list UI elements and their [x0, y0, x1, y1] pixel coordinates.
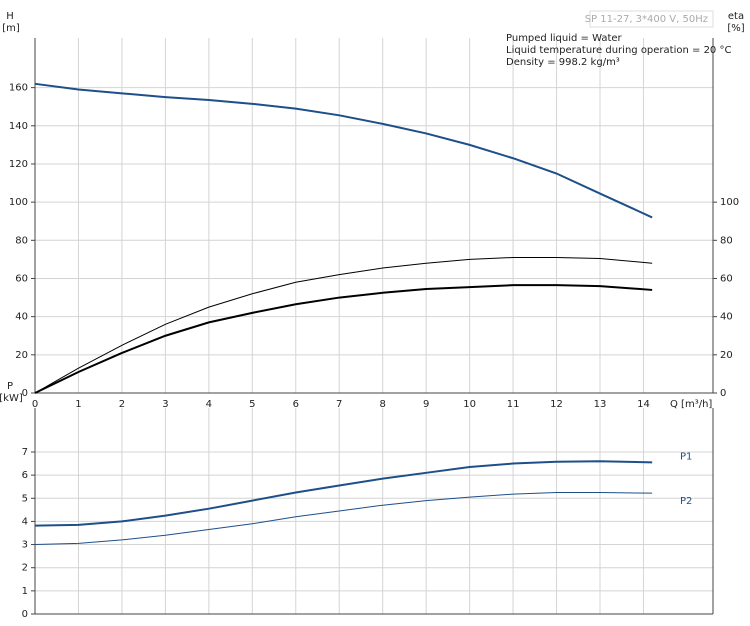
x-tick-label: 0 [32, 399, 38, 410]
y-tick-label: 7 [22, 447, 28, 458]
x-tick-label: 3 [162, 399, 168, 410]
x-tick-label: 12 [550, 399, 563, 410]
annotation: Liquid temperature during operation = 20… [506, 45, 731, 56]
y2-axis-unit: [%] [727, 23, 744, 34]
curve [34, 284, 653, 394]
curve [34, 491, 653, 546]
y-axis-label: H [6, 11, 14, 22]
y-tick-label: 0 [22, 609, 28, 620]
x-tick-label: 8 [380, 399, 386, 410]
y-tick-label: 100 [9, 197, 28, 208]
curve [34, 460, 653, 527]
x-tick-label: 14 [637, 399, 650, 410]
y-tick-label: 20 [15, 350, 28, 361]
y2-axis-label: eta [728, 11, 744, 22]
curve [34, 256, 653, 394]
y2-tick-label: 80 [720, 235, 733, 246]
x-axis-label: Q [m³/h] [670, 399, 712, 410]
title-box [589, 10, 714, 28]
annotation: Density = 998.2 kg/m³ [506, 57, 620, 68]
y2-tick-label: 20 [720, 350, 733, 361]
x-tick-label: 13 [594, 399, 607, 410]
y-axis-label: P [7, 381, 13, 392]
x-tick-label: 4 [206, 399, 212, 410]
y2-tick-label: 0 [720, 388, 726, 399]
y-tick-label: 0 [22, 388, 28, 399]
y-tick-label: 80 [15, 235, 28, 246]
series-label: P1 [680, 451, 692, 462]
y2-tick-label: 100 [720, 197, 739, 208]
y-tick-label: 60 [15, 273, 28, 284]
y2-tick-label: 40 [720, 312, 733, 323]
x-tick-label: 6 [293, 399, 299, 410]
y-tick-label: 160 [9, 83, 28, 94]
y-tick-label: 3 [22, 540, 28, 551]
y-tick-label: 4 [22, 516, 28, 527]
y-tick-label: 140 [9, 121, 28, 132]
x-tick-label: 1 [75, 399, 81, 410]
x-tick-label: 7 [336, 399, 342, 410]
y-tick-label: 1 [22, 586, 28, 597]
curve [34, 82, 653, 219]
chart-title: SP 11-27, 3*400 V, 50Hz [585, 14, 708, 25]
y-tick-label: 40 [15, 312, 28, 323]
x-tick-label: 10 [463, 399, 476, 410]
x-tick-label: 5 [249, 399, 255, 410]
x-tick-label: 11 [507, 399, 520, 410]
y-tick-label: 120 [9, 159, 28, 170]
y-tick-label: 2 [22, 563, 28, 574]
y-axis-unit: [kW] [0, 393, 23, 404]
x-tick-label: 9 [423, 399, 429, 410]
y-tick-label: 6 [22, 470, 28, 481]
y2-tick-label: 60 [720, 273, 733, 284]
y-tick-label: 5 [22, 493, 28, 504]
series-label: P2 [680, 496, 692, 507]
annotation: Pumped liquid = Water [506, 33, 623, 44]
y-axis-unit: [m] [2, 23, 20, 34]
x-tick-label: 2 [119, 399, 125, 410]
